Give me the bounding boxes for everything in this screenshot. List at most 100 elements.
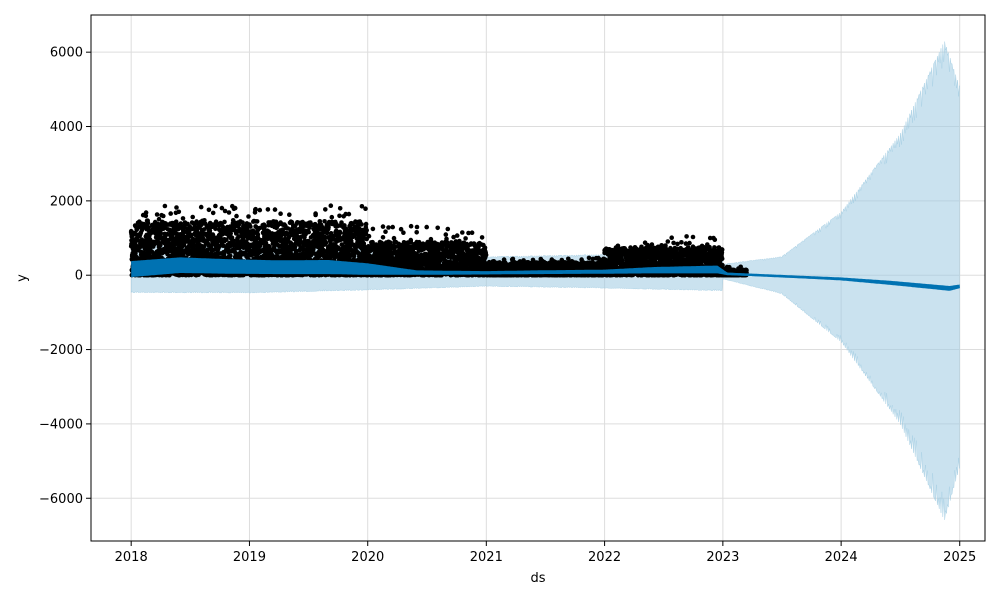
observed-point	[154, 212, 160, 217]
observed-point	[401, 240, 407, 245]
observed-point	[414, 230, 420, 235]
observed-point	[443, 232, 449, 237]
observed-point	[173, 219, 179, 224]
observed-point	[383, 229, 388, 234]
observed-point	[454, 233, 460, 238]
observed-point	[460, 230, 465, 235]
observed-point	[228, 253, 233, 259]
observed-point	[328, 203, 334, 208]
observed-point	[255, 232, 261, 237]
observed-point	[267, 244, 272, 250]
observed-point	[219, 205, 225, 211]
observed-point	[278, 233, 284, 239]
observed-point	[145, 220, 151, 226]
observed-point	[220, 243, 226, 248]
observed-point	[451, 234, 456, 240]
observed-point	[207, 228, 213, 233]
observed-point	[393, 244, 398, 250]
observed-point	[206, 207, 212, 213]
observed-point	[278, 211, 283, 216]
observed-point	[161, 213, 166, 219]
observed-point	[226, 210, 232, 215]
observed-point	[401, 230, 406, 235]
observed-point	[213, 203, 218, 209]
observed-point	[364, 228, 370, 233]
observed-point	[323, 240, 329, 246]
observed-point	[326, 223, 331, 228]
observed-point	[322, 219, 327, 224]
observed-point	[414, 224, 420, 230]
observed-point	[363, 206, 368, 211]
observed-point	[240, 220, 245, 225]
observed-point	[424, 224, 430, 230]
observed-point	[146, 225, 151, 230]
observed-point	[280, 240, 286, 245]
observed-point	[246, 214, 251, 219]
observed-point	[234, 213, 239, 219]
observed-point	[323, 207, 328, 212]
observed-point	[178, 221, 184, 226]
observed-point	[272, 207, 278, 212]
observed-point	[359, 222, 364, 227]
observed-point	[445, 226, 451, 232]
observed-point	[469, 230, 475, 235]
observed-point	[285, 231, 291, 236]
observed-point	[210, 233, 216, 239]
observed-point	[253, 206, 258, 212]
observed-point	[210, 210, 216, 216]
observed-point	[408, 223, 414, 229]
observed-point	[232, 205, 238, 211]
observed-point	[343, 211, 349, 217]
observed-point	[222, 219, 227, 225]
observed-point	[386, 225, 391, 230]
observed-point	[324, 230, 330, 236]
observed-point	[175, 226, 181, 232]
observed-point	[363, 221, 369, 227]
observed-point	[143, 210, 149, 215]
observed-point	[162, 203, 168, 209]
observed-point	[254, 219, 260, 224]
observed-point	[337, 230, 343, 236]
observed-point	[483, 252, 489, 258]
observed-point	[380, 235, 386, 240]
observed-point	[257, 207, 263, 213]
observed-point	[435, 225, 441, 231]
observed-point	[329, 214, 335, 220]
grid-layer	[91, 15, 985, 541]
observed-point	[306, 229, 312, 235]
observed-point	[391, 235, 397, 241]
observed-point	[346, 211, 352, 217]
observed-point	[390, 224, 396, 230]
observed-point	[337, 213, 342, 219]
observed-point	[339, 220, 344, 225]
observed-point	[398, 226, 404, 232]
observed-point	[482, 245, 488, 251]
observed-point	[222, 208, 228, 214]
observed-point	[479, 235, 485, 240]
observed-point	[176, 209, 182, 215]
observed-point	[262, 224, 268, 229]
observed-point	[359, 204, 365, 209]
observed-point	[337, 206, 343, 211]
observed-point	[180, 216, 186, 221]
observed-point	[174, 205, 179, 210]
observed-point	[190, 214, 195, 220]
observed-point	[466, 230, 471, 236]
observed-point	[287, 212, 292, 217]
observed-point	[168, 211, 173, 216]
observed-point	[366, 233, 372, 239]
observed-point	[408, 237, 414, 243]
observed-point	[248, 224, 253, 229]
observed-point	[156, 216, 162, 222]
observed-point	[313, 212, 318, 218]
observed-point	[133, 251, 138, 256]
observed-point	[286, 234, 292, 240]
observed-point	[143, 213, 149, 219]
observed-point	[265, 207, 271, 212]
observed-point	[292, 244, 298, 249]
observed-point	[158, 230, 163, 236]
observed-point	[228, 231, 233, 236]
observed-point	[198, 204, 204, 210]
observed-point	[224, 237, 229, 242]
